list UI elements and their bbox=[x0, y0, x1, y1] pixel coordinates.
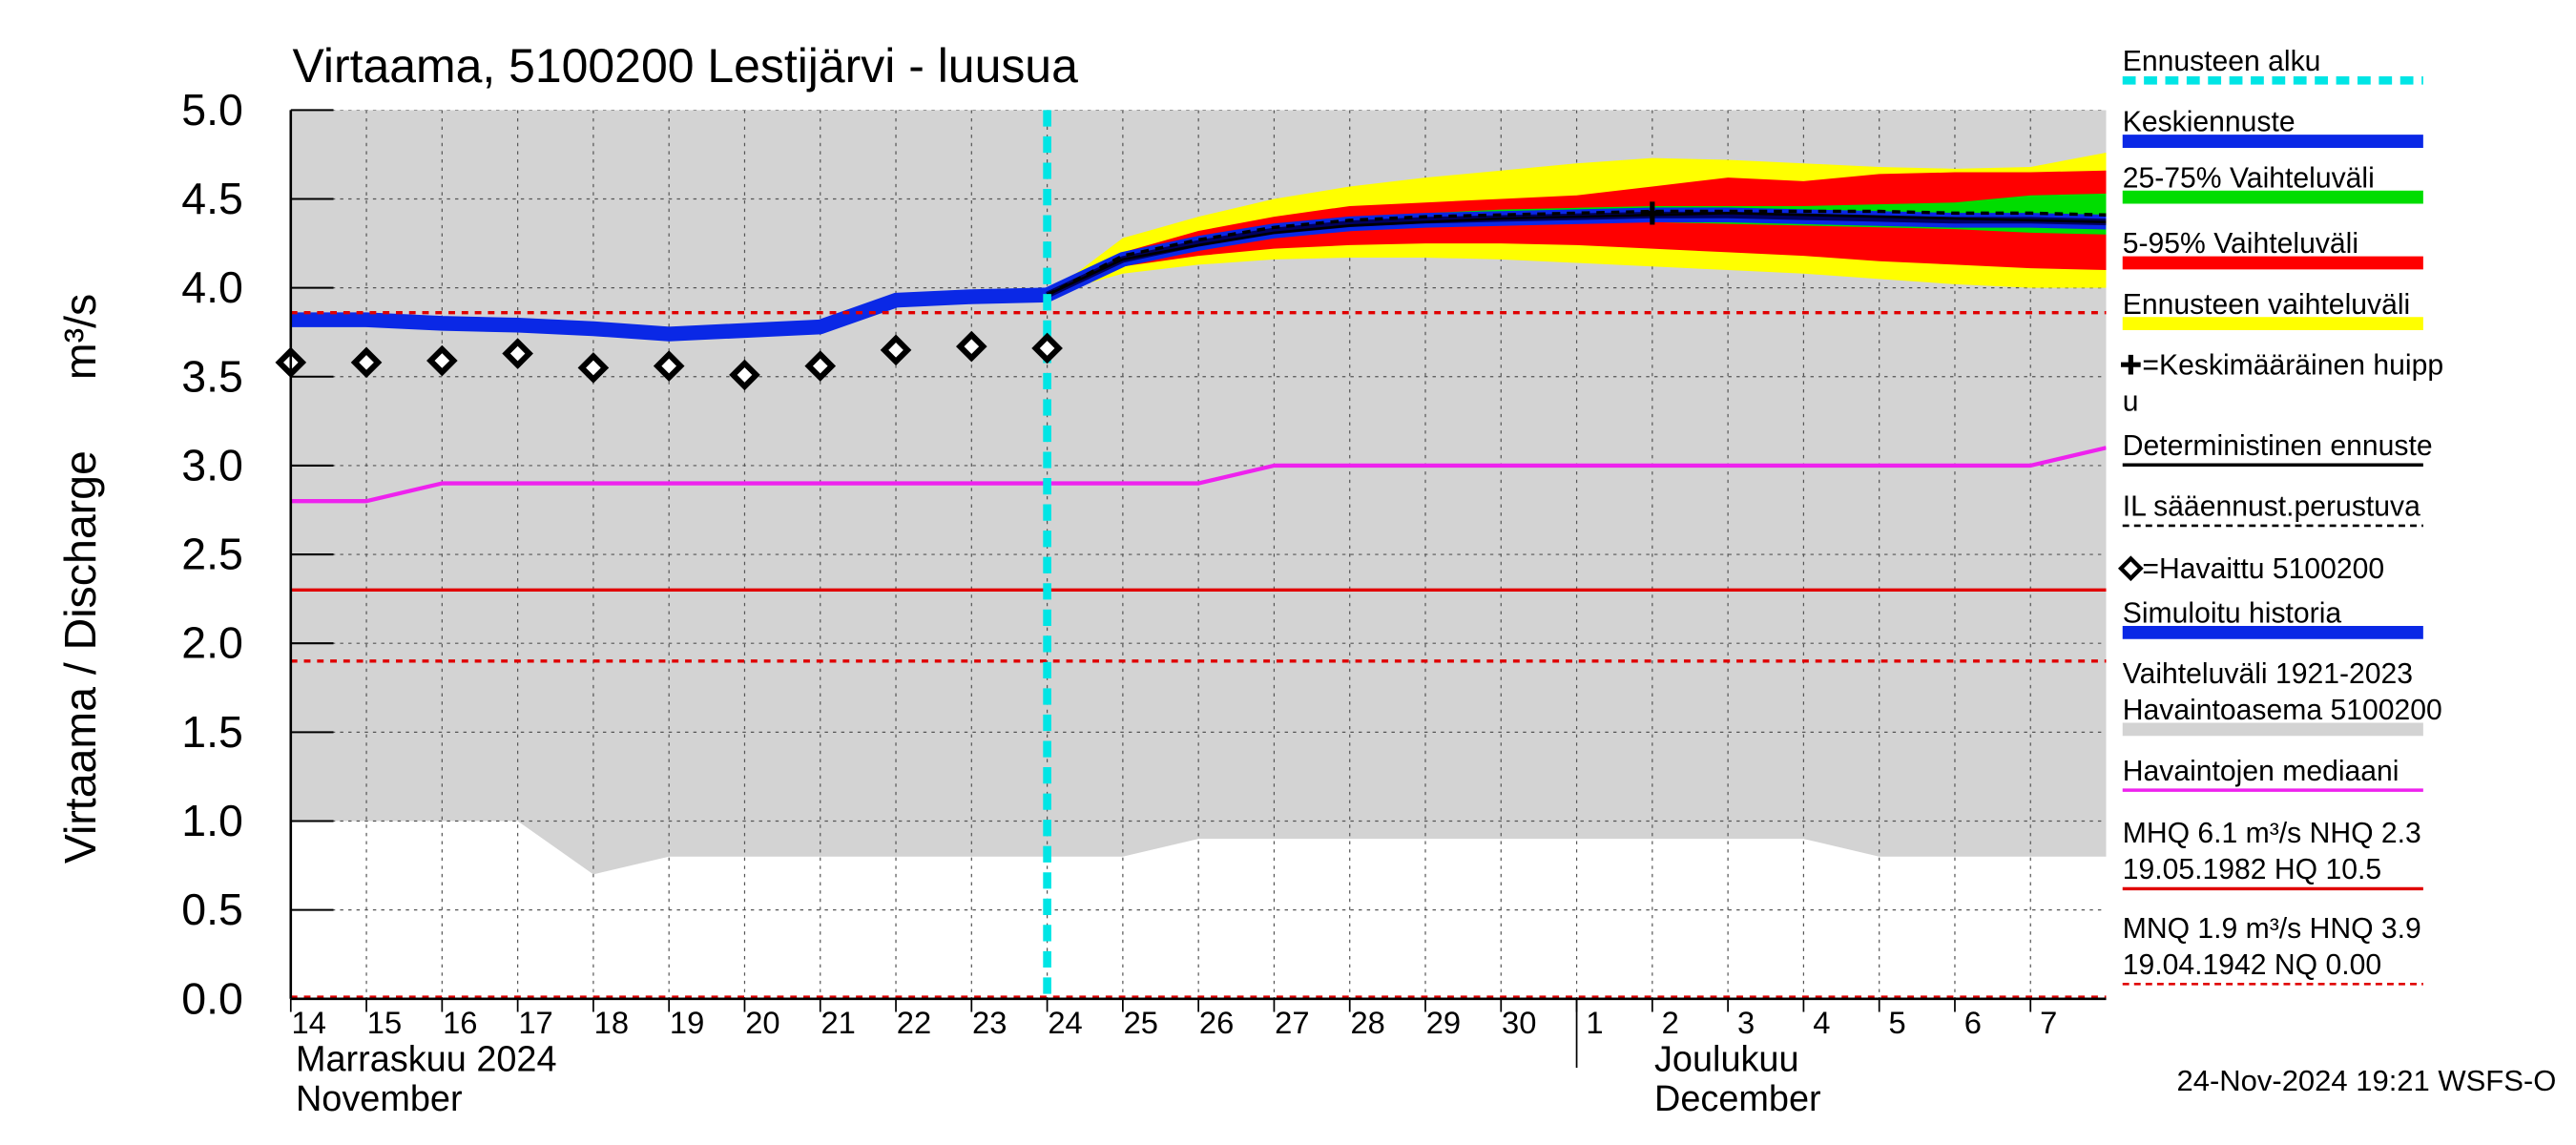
x-tick-label: 30 bbox=[1502, 1005, 1536, 1040]
y-tick-label: 2.0 bbox=[181, 618, 243, 668]
line bbox=[1046, 209, 2107, 297]
month-label: December bbox=[1654, 1079, 1821, 1119]
x-tick-label: 4 bbox=[1813, 1005, 1830, 1040]
observed-point bbox=[1031, 332, 1063, 364]
observed-point bbox=[577, 352, 610, 384]
observed-point bbox=[502, 338, 533, 369]
x-tick-label: 24 bbox=[1048, 1005, 1082, 1040]
legend-label: u bbox=[2123, 385, 2139, 417]
legend-label: Havaintoasema 5100200 bbox=[2123, 695, 2442, 726]
legend-label: MNQ 1.9 m³/s HNQ 3.9 bbox=[2123, 913, 2421, 945]
y-tick-label: 3.5 bbox=[181, 351, 243, 401]
x-tick-label: 6 bbox=[1964, 1005, 1982, 1040]
x-tick-label: 7 bbox=[2040, 1005, 2057, 1040]
x-tick-label: 26 bbox=[1199, 1005, 1234, 1040]
x-tick-label: 3 bbox=[1737, 1005, 1755, 1040]
legend-label: Keskiennuste bbox=[2123, 107, 2296, 138]
x-tick-label: 21 bbox=[821, 1005, 855, 1040]
legend-label: IL sääennust.perustuva bbox=[2123, 491, 2420, 523]
x-tick-label: 25 bbox=[1124, 1005, 1158, 1040]
observed-point bbox=[804, 350, 837, 382]
legend-label: Vaihteluväli 1921-2023 bbox=[2123, 658, 2413, 690]
legend-label: Havaintojen mediaani bbox=[2123, 756, 2399, 787]
line bbox=[1047, 212, 2107, 297]
observed-point bbox=[426, 344, 458, 377]
x-tick-label: 2 bbox=[1662, 1005, 1679, 1040]
x-tick-label: 27 bbox=[1275, 1005, 1309, 1040]
y-tick-label: 5.0 bbox=[181, 85, 243, 135]
y-axis-label: Virtaama / Discharge bbox=[55, 450, 105, 864]
month-label: November bbox=[296, 1079, 463, 1119]
month-label: Marraskuu 2024 bbox=[296, 1040, 557, 1080]
x-tick-label: 18 bbox=[594, 1005, 629, 1040]
legend: Ennusteen alku Keskiennuste 25-75% Vaihtel… bbox=[2117, 46, 2443, 986]
legend-label: Ennusteen alku bbox=[2123, 46, 2321, 77]
month-label: Joulukuu bbox=[1654, 1040, 1799, 1080]
x-tick-label: 19 bbox=[670, 1005, 704, 1040]
y-tick-label: 3.0 bbox=[181, 440, 243, 489]
x-tick-label: 22 bbox=[897, 1005, 931, 1040]
legend-label: 25-75% Vaihteluväli bbox=[2123, 162, 2375, 194]
legend-label: =Havaittu 5100200 bbox=[2142, 553, 2384, 585]
y-tick-label: 4.0 bbox=[181, 262, 243, 312]
y-tick-label: 0.0 bbox=[181, 973, 243, 1023]
y-tick-label: 0.5 bbox=[181, 885, 243, 934]
y-tick-label: 1.5 bbox=[181, 707, 243, 757]
y-tick-label: 4.5 bbox=[181, 174, 243, 223]
observed-point bbox=[653, 350, 685, 382]
observed-point bbox=[729, 359, 760, 391]
line bbox=[290, 287, 1048, 342]
legend-swatch bbox=[2117, 555, 2144, 582]
legend-label: Deterministinen ennuste bbox=[2123, 430, 2433, 462]
y-tick-label: 1.0 bbox=[181, 796, 243, 845]
x-tick-label: 20 bbox=[745, 1005, 779, 1040]
legend-label: =Keskimääräinen huipp bbox=[2142, 350, 2443, 382]
y-axis-unit: m³/s bbox=[55, 294, 105, 380]
timestamp: 24-Nov-2024 19:21 WSFS-O bbox=[2176, 1064, 2556, 1097]
x-tick-label: 14 bbox=[292, 1005, 326, 1040]
x-tick-label: 29 bbox=[1426, 1005, 1461, 1040]
plot-body bbox=[290, 110, 2107, 999]
plot-area: 0.00.51.01.52.02.53.03.54.04.55.014 15 16 1… bbox=[181, 85, 2107, 1069]
x-tick-label: 5 bbox=[1889, 1005, 1906, 1040]
chart-title: Virtaama, 5100200 Lestijärvi - luusua bbox=[293, 39, 1079, 93]
x-tick-label: 1 bbox=[1586, 1005, 1603, 1040]
x-tick-label: 16 bbox=[443, 1005, 477, 1040]
legend-label: Ennusteen vaihteluväli bbox=[2123, 289, 2410, 321]
legend-swatch bbox=[2121, 354, 2141, 375]
band bbox=[1047, 170, 2107, 296]
peak-marker bbox=[1640, 201, 1664, 225]
line bbox=[290, 446, 2107, 504]
x-tick-label: 28 bbox=[1350, 1005, 1384, 1040]
legend-label: 19.05.1982 HQ 10.5 bbox=[2123, 854, 2381, 885]
x-tick-label: 17 bbox=[518, 1005, 552, 1040]
y-tick-label: 2.5 bbox=[181, 530, 243, 579]
legend-label: MHQ 6.1 m³/s NHQ 2.3 bbox=[2123, 818, 2421, 849]
observed-point bbox=[880, 334, 912, 366]
observed-point bbox=[350, 346, 383, 379]
x-tick-label: 23 bbox=[972, 1005, 1007, 1040]
legend-label: 5-95% Vaihteluväli bbox=[2123, 228, 2358, 260]
x-tick-label: 15 bbox=[367, 1005, 402, 1040]
observed-point bbox=[955, 330, 987, 363]
legend-label: Simuloitu historia bbox=[2123, 598, 2342, 630]
legend-label: 19.04.1942 NQ 0.00 bbox=[2123, 949, 2381, 981]
